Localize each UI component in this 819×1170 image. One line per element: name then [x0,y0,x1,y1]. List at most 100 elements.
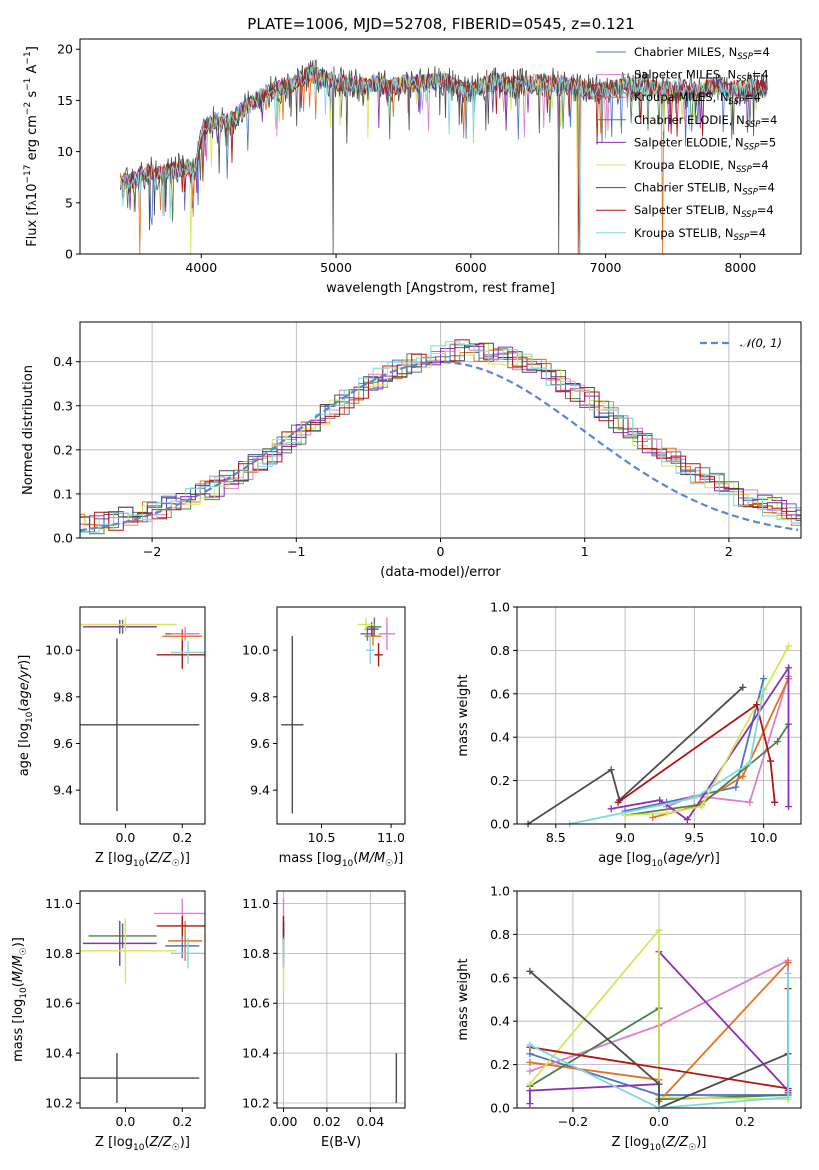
y-tick-label: 0.3 [53,398,73,413]
legend-entry: Kroupa STELIB, NSSP=4 [634,226,766,243]
histogram-step [80,343,801,530]
x-axis-label: Z [log10(Z/Z☉)] [612,1135,707,1153]
y-tick-label: 0.6 [490,686,510,701]
y-tick-label: 15 [57,93,73,108]
x-axis-label: (data-model)/error [380,565,501,580]
axes-frame [79,606,206,825]
legend-entry: 𝒩(0, 1) [740,336,782,350]
legend-entry: Salpeter STELIB, NSSP=4 [634,203,774,220]
mass-vs-ebv-panel: 0.00 0.02 0.04 10.2 10.4 10.6 10.8 11.0 E(B-V) [242,890,406,1150]
y-tick-label: 10.6 [45,996,73,1011]
y-tick-label: 10.8 [45,946,73,961]
weight-point-marker [614,798,622,806]
x-tick-label: 1 [581,544,589,559]
y-tick-label: 0.0 [490,817,510,832]
y-tick-label: 9.4 [250,783,270,798]
weight-point-marker [785,803,793,811]
spectrum-lines [120,59,768,254]
x-tick-label: 0.02 [313,1114,341,1129]
y-tick-label: 9.6 [250,736,270,751]
x-tick-label: 4000 [185,260,217,275]
weight-point-marker [526,1080,534,1088]
y-tick-label: 11.0 [242,896,270,911]
axes-frame [276,890,406,1109]
weight-series-line [529,927,789,1101]
y-tick-label: 10.8 [242,946,270,961]
weight-series-line [625,645,790,817]
x-tick-label: 9.5 [684,830,704,845]
x-tick-label: 8000 [724,260,756,275]
y-tick-label: 10.0 [242,643,270,658]
y-tick-label: 0.0 [53,531,73,546]
y-tick-label: 10.6 [242,996,270,1011]
y-tick-label: 5 [65,195,73,210]
histogram-step [80,349,801,526]
y-tick-label: 10 [57,144,73,159]
x-tick-label: −1 [287,544,305,559]
axes-frame [79,890,206,1109]
age-vs-mass-panel: 10.5 11.0 9.4 9.6 9.8 10.0 mass [log10(M/M☉)] [242,606,406,869]
y-tick-label: 11.0 [45,896,73,911]
weight-point-marker [526,967,534,975]
y-tick-label: 10.2 [45,1096,73,1111]
spectrum-panel: 4000 5000 6000 7000 8000 0 5 10 15 20 wavelength [… [23,38,802,296]
histogram-group [80,339,801,535]
axes-frame [516,606,802,825]
weight-vs-age-panel: 8.5 9.0 9.5 10.0 0.0 0.2 0.4 0.6 0.8 1.0 age [log1… [456,600,802,869]
histogram-step [80,341,801,533]
weight-point-marker [785,664,793,672]
y-tick-label: 10.2 [242,1096,270,1111]
axes-frame [276,606,406,825]
legend-entry: Salpeter MILES, NSSP=4 [634,68,769,85]
axes-frame [516,890,802,1109]
weight-point-marker [607,805,615,813]
weight-point-marker [526,1067,534,1075]
x-tick-label: 11.0 [377,830,405,845]
x-axis-label: E(B-V) [321,1135,361,1150]
weight-point-marker [771,798,779,806]
weight-point-marker [746,798,754,806]
y-axis-label: mass weight [456,674,471,756]
weight-point-marker [746,759,754,767]
y-tick-label: 0.4 [490,730,510,745]
weight-point-marker [663,809,671,817]
y-tick-label: 1.0 [490,600,510,615]
weight-point-marker [607,766,615,774]
y-axis-label: mass weight [456,958,471,1040]
weight-series-line [529,970,789,1110]
weight-series-line [624,723,790,817]
x-tick-label: 8.5 [546,830,566,845]
weight-point-marker [526,1058,534,1066]
y-tick-label: 0.0 [490,1101,510,1116]
errorbar-group [281,617,396,814]
normal-reference-curve [80,360,799,532]
histogram-step [80,346,801,535]
weight-point-marker [697,803,705,811]
x-tick-label: 7000 [590,260,622,275]
errorbar-group [80,617,205,812]
weight-vs-Z-panel: −0.2 0.0 0.2 0.0 0.2 0.4 0.6 0.8 1.0 Z [log10(Z/Z… [456,884,802,1153]
x-axis-label: mass [log10(M/M☉)] [279,851,404,869]
figure-title: PLATE=1006, MJD=52708, FIBERID=0545, z=0… [247,15,634,33]
weight-lines [526,926,792,1112]
weight-point-marker [526,1100,534,1108]
weight-point-marker [683,816,691,824]
weight-point-marker [526,1087,534,1095]
x-tick-label: 10.0 [750,830,778,845]
weight-point-marker [739,683,747,691]
x-tick-label: 2 [725,544,733,559]
x-axis-label: Z [log10(Z/Z☉)] [95,851,190,869]
x-axis-label: age [log10(age/yr)] [598,851,720,869]
legend-entry: Salpeter ELODIE, NSSP=5 [634,135,776,152]
weight-point-marker [655,1080,663,1088]
weight-point-marker [690,794,698,802]
axes-frame [79,321,802,539]
x-axis-label: Z [log10(Z/Z☉)] [95,1135,190,1153]
weight-lines [524,642,793,828]
weight-series-line [529,973,789,1109]
weight-point-marker [656,796,664,804]
y-axis-label: Flux [fλ10−17 erg cm−2 s−1 A−1] [23,46,40,247]
x-tick-label: 0.00 [270,1114,298,1129]
y-tick-label: 0.2 [490,1057,510,1072]
